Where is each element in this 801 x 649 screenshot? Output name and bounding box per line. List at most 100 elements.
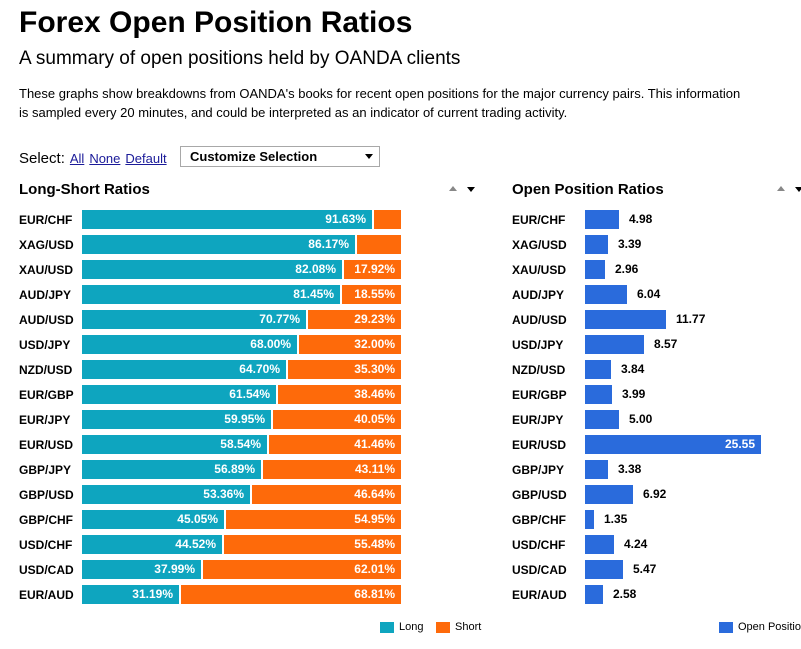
short-bar: 17.92%	[344, 260, 401, 279]
long-bar: 56.89%	[82, 460, 261, 479]
short-bar: 68.81%	[181, 585, 401, 604]
long-bar: 86.17%	[82, 235, 355, 254]
open-position-bar	[585, 310, 666, 329]
short-bar: 29.23%	[308, 310, 401, 329]
category-label: EUR/AUD	[512, 588, 567, 602]
page-description: These graphs show breakdowns from OANDA'…	[19, 84, 801, 122]
open-position-value: 5.47	[633, 562, 657, 576]
open-position-bar	[585, 285, 627, 304]
short-bar	[357, 235, 401, 254]
category-label: GBP/CHF	[19, 513, 73, 527]
long-bar: 59.95%	[82, 410, 271, 429]
select-default-link[interactable]: Default	[125, 150, 167, 166]
open-position-value: 2.96	[615, 262, 639, 276]
category-label: GBP/USD	[19, 488, 74, 502]
long-bar: 58.54%	[82, 435, 267, 454]
open-position-bar	[585, 585, 603, 604]
select-none-link[interactable]: None	[89, 150, 121, 166]
open-position-bar	[585, 210, 619, 229]
open-position-bar: 25.55	[585, 435, 761, 454]
long-bar: 70.77%	[82, 310, 306, 329]
short-bar: 38.46%	[278, 385, 401, 404]
legend-long-label: Long	[399, 621, 424, 633]
category-label: EUR/USD	[19, 438, 74, 452]
selection-controls: Select: All None Default	[19, 147, 167, 169]
short-bar: 62.01%	[203, 560, 401, 579]
description-line-1: These graphs show breakdowns from OANDA'…	[19, 86, 741, 101]
open-position-value: 5.00	[629, 412, 653, 426]
category-label: AUD/JPY	[512, 288, 565, 302]
category-label: USD/CHF	[512, 538, 566, 552]
category-label: AUD/USD	[19, 313, 74, 327]
legend-long-swatch	[380, 622, 394, 633]
long-short-title: Long-Short Ratios	[19, 181, 150, 198]
category-label: EUR/GBP	[19, 388, 74, 402]
open-position-bar	[585, 485, 633, 504]
sort-ascending-icon[interactable]	[774, 183, 788, 195]
category-label: AUD/USD	[512, 313, 567, 327]
open-position-bar	[585, 510, 594, 529]
open-position-value: 3.99	[622, 387, 646, 401]
category-label: NZD/USD	[19, 363, 73, 377]
category-label: XAU/USD	[19, 263, 74, 277]
category-label: EUR/USD	[512, 438, 567, 452]
open-position-bar	[585, 535, 614, 554]
long-bar: 53.36%	[82, 485, 250, 504]
page-subtitle: A summary of open positions held by OAND…	[19, 48, 461, 69]
short-bar: 55.48%	[224, 535, 401, 554]
short-bar: 32.00%	[299, 335, 401, 354]
short-bar: 54.95%	[226, 510, 401, 529]
select-all-link[interactable]: All	[69, 150, 85, 166]
customize-selection-dropdown[interactable]: Customize Selection	[180, 146, 380, 167]
short-bar: 41.46%	[269, 435, 401, 454]
description-line-2: is sampled every 20 minutes, and could b…	[19, 105, 568, 120]
open-position-value: 11.77	[676, 312, 706, 326]
legend-short-label: Short	[455, 621, 482, 633]
open-position-value: 3.39	[618, 237, 642, 251]
sort-descending-icon[interactable]	[464, 183, 478, 195]
long-bar: 82.08%	[82, 260, 342, 279]
short-bar: 46.64%	[252, 485, 401, 504]
category-label: GBP/CHF	[512, 513, 566, 527]
category-label: EUR/JPY	[19, 413, 71, 427]
dropdown-value: Customize Selection	[190, 149, 318, 164]
open-position-value: 8.57	[654, 337, 678, 351]
select-label: Select:	[19, 149, 65, 167]
category-label: GBP/JPY	[512, 463, 565, 477]
sort-ascending-icon[interactable]	[446, 183, 460, 195]
category-label: GBP/USD	[512, 488, 567, 502]
open-position-bar	[585, 335, 644, 354]
category-label: USD/JPY	[512, 338, 564, 352]
category-label: USD/JPY	[19, 338, 71, 352]
category-label: EUR/JPY	[512, 413, 564, 427]
open-position-bar	[585, 560, 623, 579]
short-bar: 35.30%	[288, 360, 401, 379]
short-bar: 43.11%	[263, 460, 401, 479]
category-label: NZD/USD	[512, 363, 566, 377]
open-position-bar	[585, 360, 611, 379]
open-position-bar	[585, 410, 619, 429]
long-bar: 44.52%	[82, 535, 222, 554]
short-bar: 18.55%	[342, 285, 401, 304]
long-bar: 91.63%	[82, 210, 372, 229]
category-label: XAG/USD	[512, 238, 567, 252]
long-bar: 64.70%	[82, 360, 286, 379]
open-position-bar	[585, 460, 608, 479]
category-label: USD/CHF	[19, 538, 73, 552]
long-bar: 37.99%	[82, 560, 201, 579]
long-bar: 61.54%	[82, 385, 276, 404]
long-bar: 68.00%	[82, 335, 297, 354]
short-bar	[374, 210, 401, 229]
category-label: XAG/USD	[19, 238, 74, 252]
page-title: Forex Open Position Ratios	[19, 6, 413, 39]
chevron-down-icon	[365, 154, 373, 159]
category-label: GBP/JPY	[19, 463, 72, 477]
long-bar: 81.45%	[82, 285, 340, 304]
open-position-value: 4.98	[629, 212, 653, 226]
sort-descending-icon[interactable]	[792, 183, 801, 195]
open-position-value: 6.04	[637, 287, 661, 301]
long-bar: 45.05%	[82, 510, 224, 529]
open-position-value: 1.35	[604, 512, 628, 526]
open-position-title: Open Position Ratios	[512, 181, 664, 198]
open-position-bar	[585, 385, 612, 404]
